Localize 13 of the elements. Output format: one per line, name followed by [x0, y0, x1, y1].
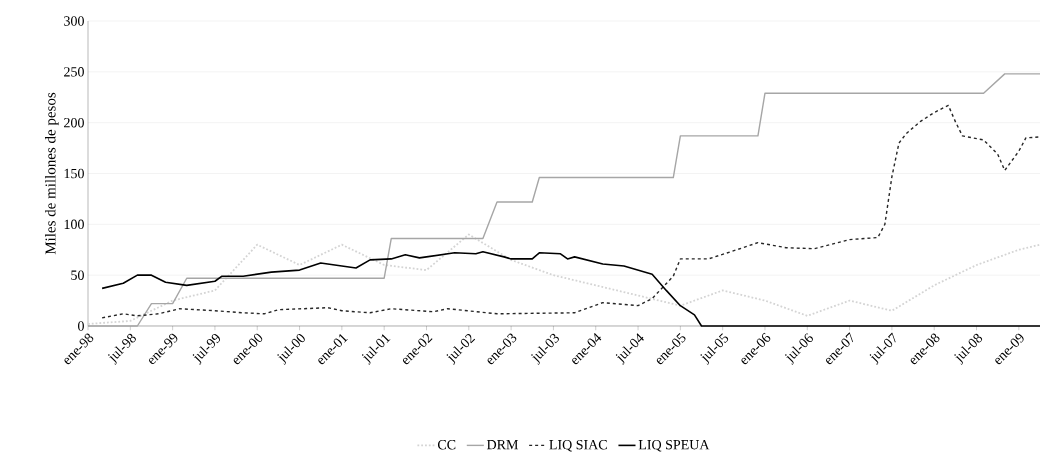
y-tick-label: 300 [64, 16, 84, 26]
y-tick-label: 250 [64, 67, 84, 77]
line-series [101, 104, 1041, 319]
y-tick-label: 0 [78, 321, 84, 331]
legend-label: LIQ SPEUA [638, 440, 710, 452]
y-tick-label: 50 [71, 270, 84, 280]
y-tick-label: 150 [64, 168, 84, 179]
legend-label: CC [437, 440, 456, 450]
legend-label: DRM [486, 440, 519, 450]
y-tick-label: 200 [64, 117, 84, 128]
y-axis-title: Miles de millones de pesos [45, 92, 59, 255]
legend-label: LIQ SIAC [549, 440, 607, 452]
y-tick-label: 100 [64, 219, 84, 230]
